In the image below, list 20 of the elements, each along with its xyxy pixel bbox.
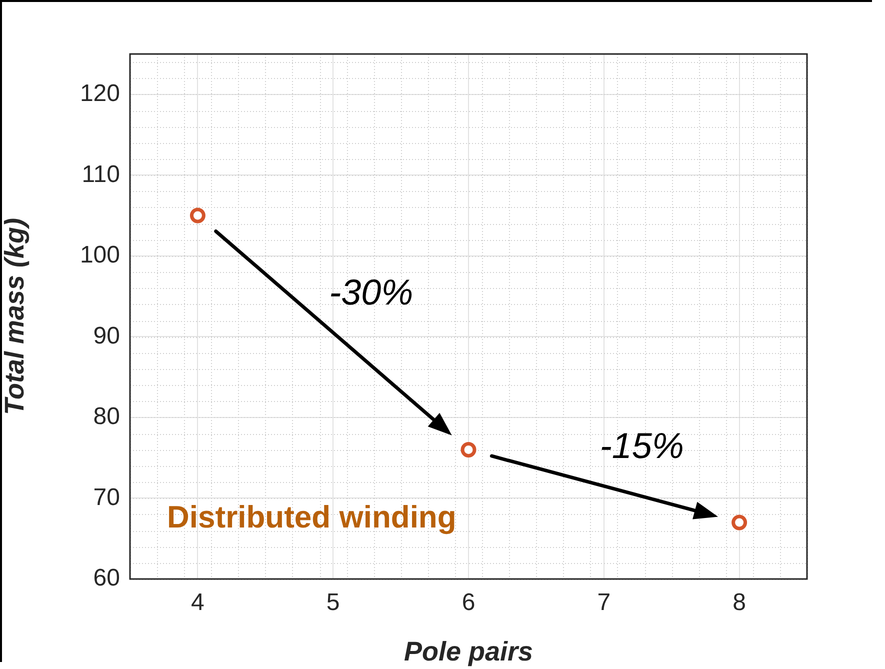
y-tick-label: 90: [93, 322, 120, 350]
annotation: -30%: [329, 272, 414, 313]
x-tick-label: 5: [326, 589, 340, 616]
point: [190, 208, 206, 224]
annotation: -15%: [600, 425, 684, 466]
point: [460, 442, 476, 458]
x-tick-label: 7: [597, 589, 611, 616]
y-tick-label: 60: [93, 564, 120, 592]
y-tick-label: 70: [93, 484, 120, 511]
x-tick-label: 6: [462, 589, 476, 616]
y-tick-label: 110: [82, 160, 120, 188]
point: [732, 514, 748, 530]
y-tick-label: 120: [80, 80, 120, 108]
y-axis-title: Total mass (kg): [0, 218, 30, 416]
x-tick-label: 8: [732, 589, 746, 616]
annotation: Distributed winding: [167, 500, 456, 535]
y-tick-label: 80: [93, 403, 120, 430]
x-axis-title: Pole pairs: [404, 636, 534, 666]
x-tick-label: 4: [191, 589, 204, 616]
y-tick-label: 100: [80, 242, 120, 269]
